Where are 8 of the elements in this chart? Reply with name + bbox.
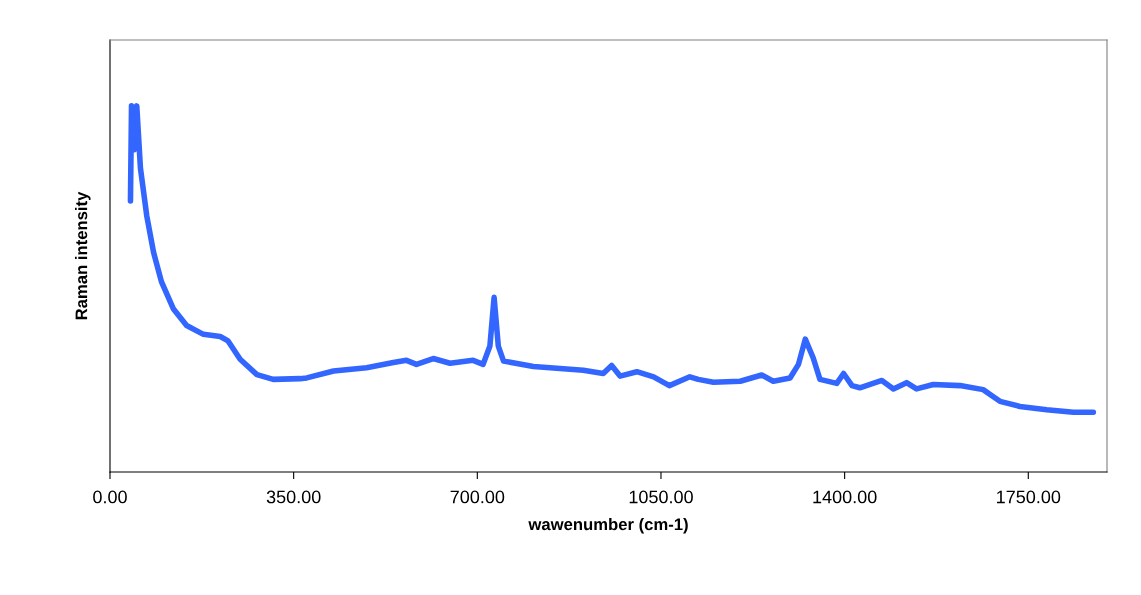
x-axis-title: wawenumber (cm-1) <box>528 518 688 534</box>
x-tick-label: 0.00 <box>93 490 127 504</box>
x-tick-label: 350.00 <box>266 490 321 504</box>
x-tick-label: 1050.00 <box>629 490 693 504</box>
y-axis-title: Raman intensity <box>75 191 91 320</box>
x-tick-label: 700.00 <box>450 490 505 504</box>
x-tick-label: 1750.00 <box>997 490 1061 504</box>
x-tick-label: 1400.00 <box>813 490 877 504</box>
